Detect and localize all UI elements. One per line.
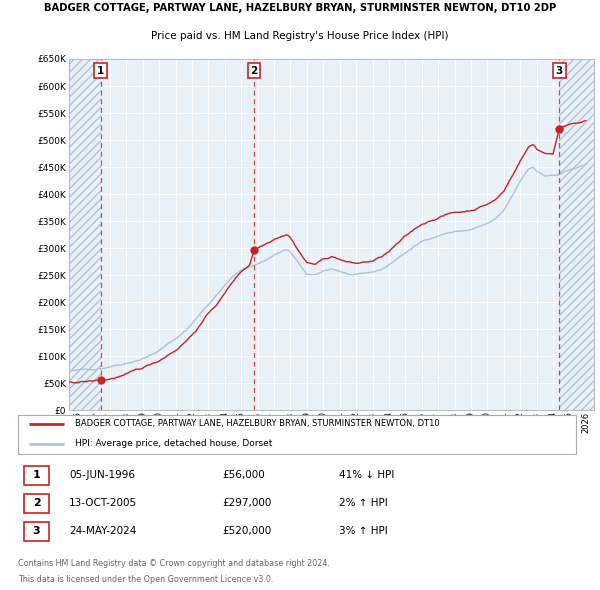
Text: 2% ↑ HPI: 2% ↑ HPI xyxy=(339,499,388,508)
Text: 2: 2 xyxy=(33,499,40,508)
FancyBboxPatch shape xyxy=(24,494,49,513)
Text: 05-JUN-1996: 05-JUN-1996 xyxy=(69,470,135,480)
Text: 3: 3 xyxy=(556,66,563,76)
Text: BADGER COTTAGE, PARTWAY LANE, HAZELBURY BRYAN, STURMINSTER NEWTON, DT10 2DP: BADGER COTTAGE, PARTWAY LANE, HAZELBURY … xyxy=(44,3,556,13)
FancyBboxPatch shape xyxy=(18,415,577,454)
Text: HPI: Average price, detached house, Dorset: HPI: Average price, detached house, Dors… xyxy=(76,439,273,448)
Text: 41% ↓ HPI: 41% ↓ HPI xyxy=(339,470,394,480)
Text: £56,000: £56,000 xyxy=(222,470,265,480)
Text: 1: 1 xyxy=(33,470,40,480)
Text: 24-MAY-2024: 24-MAY-2024 xyxy=(69,526,136,536)
Text: Contains HM Land Registry data © Crown copyright and database right 2024.: Contains HM Land Registry data © Crown c… xyxy=(18,559,330,568)
Text: This data is licensed under the Open Government Licence v3.0.: This data is licensed under the Open Gov… xyxy=(18,575,274,585)
Text: BADGER COTTAGE, PARTWAY LANE, HAZELBURY BRYAN, STURMINSTER NEWTON, DT10: BADGER COTTAGE, PARTWAY LANE, HAZELBURY … xyxy=(76,419,440,428)
Text: 3% ↑ HPI: 3% ↑ HPI xyxy=(339,526,388,536)
Text: Price paid vs. HM Land Registry's House Price Index (HPI): Price paid vs. HM Land Registry's House … xyxy=(151,31,449,41)
FancyBboxPatch shape xyxy=(24,522,49,540)
FancyBboxPatch shape xyxy=(24,466,49,484)
Text: 2: 2 xyxy=(251,66,258,76)
Text: 13-OCT-2005: 13-OCT-2005 xyxy=(69,499,137,508)
Text: £520,000: £520,000 xyxy=(222,526,271,536)
Text: 1: 1 xyxy=(97,66,104,76)
Text: £297,000: £297,000 xyxy=(222,499,271,508)
Text: 3: 3 xyxy=(33,526,40,536)
